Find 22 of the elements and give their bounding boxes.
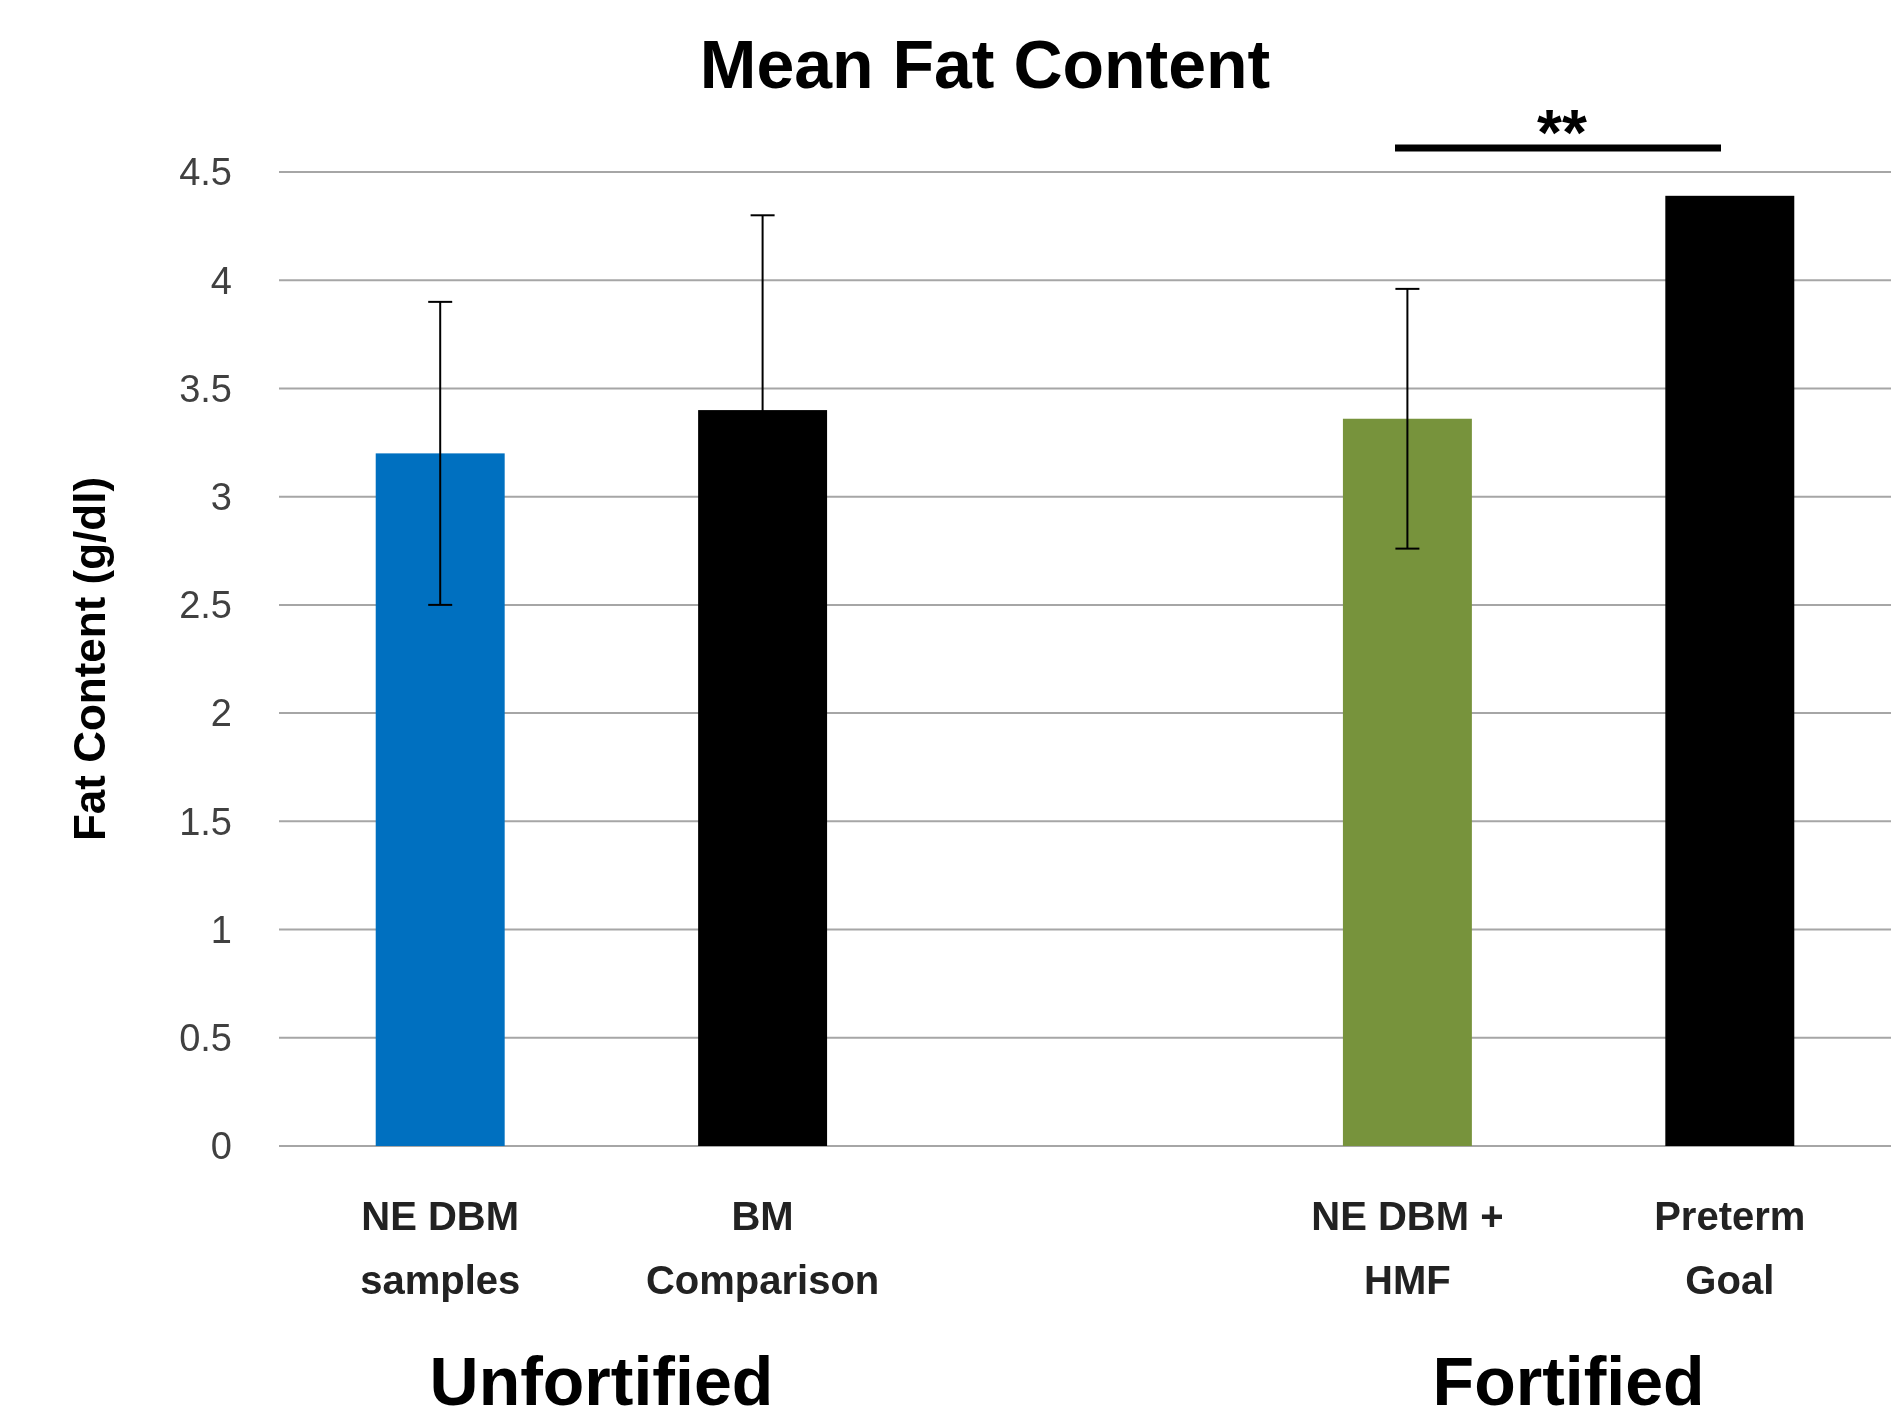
x-tick-label: NE DBM + HMF <box>1311 1194 1504 1302</box>
y-tick-label: 2.5 <box>179 584 232 627</box>
bar <box>1665 195 1795 1146</box>
y-tick-label: 3 <box>210 475 232 518</box>
x-tick-label: Preterm Goal <box>1654 1194 1806 1302</box>
x-tick-label: BM Comparison <box>645 1194 880 1302</box>
y-tick-label: 3.5 <box>179 367 232 410</box>
y-tick-label: 2 <box>210 692 232 735</box>
y-tick-label: 1 <box>210 908 232 951</box>
y-tick-label: 0.5 <box>179 1017 232 1060</box>
y-tick-label: 0 <box>210 1125 232 1168</box>
bar <box>1342 418 1472 1146</box>
chart-title: Mean Fat Content <box>699 26 1271 102</box>
bar <box>375 453 505 1146</box>
y-tick-label: 4.5 <box>179 151 232 194</box>
text: Unfortified <box>429 1343 774 1419</box>
text: ** <box>1537 97 1587 169</box>
y-tick-label: 1.5 <box>179 800 232 843</box>
x-tick-label: NE DBM samples <box>360 1194 521 1302</box>
y-tick-label: 4 <box>210 259 232 302</box>
y-axis-title: Fat Content (g/dl) <box>65 476 114 842</box>
text: Fortified <box>1432 1343 1705 1419</box>
